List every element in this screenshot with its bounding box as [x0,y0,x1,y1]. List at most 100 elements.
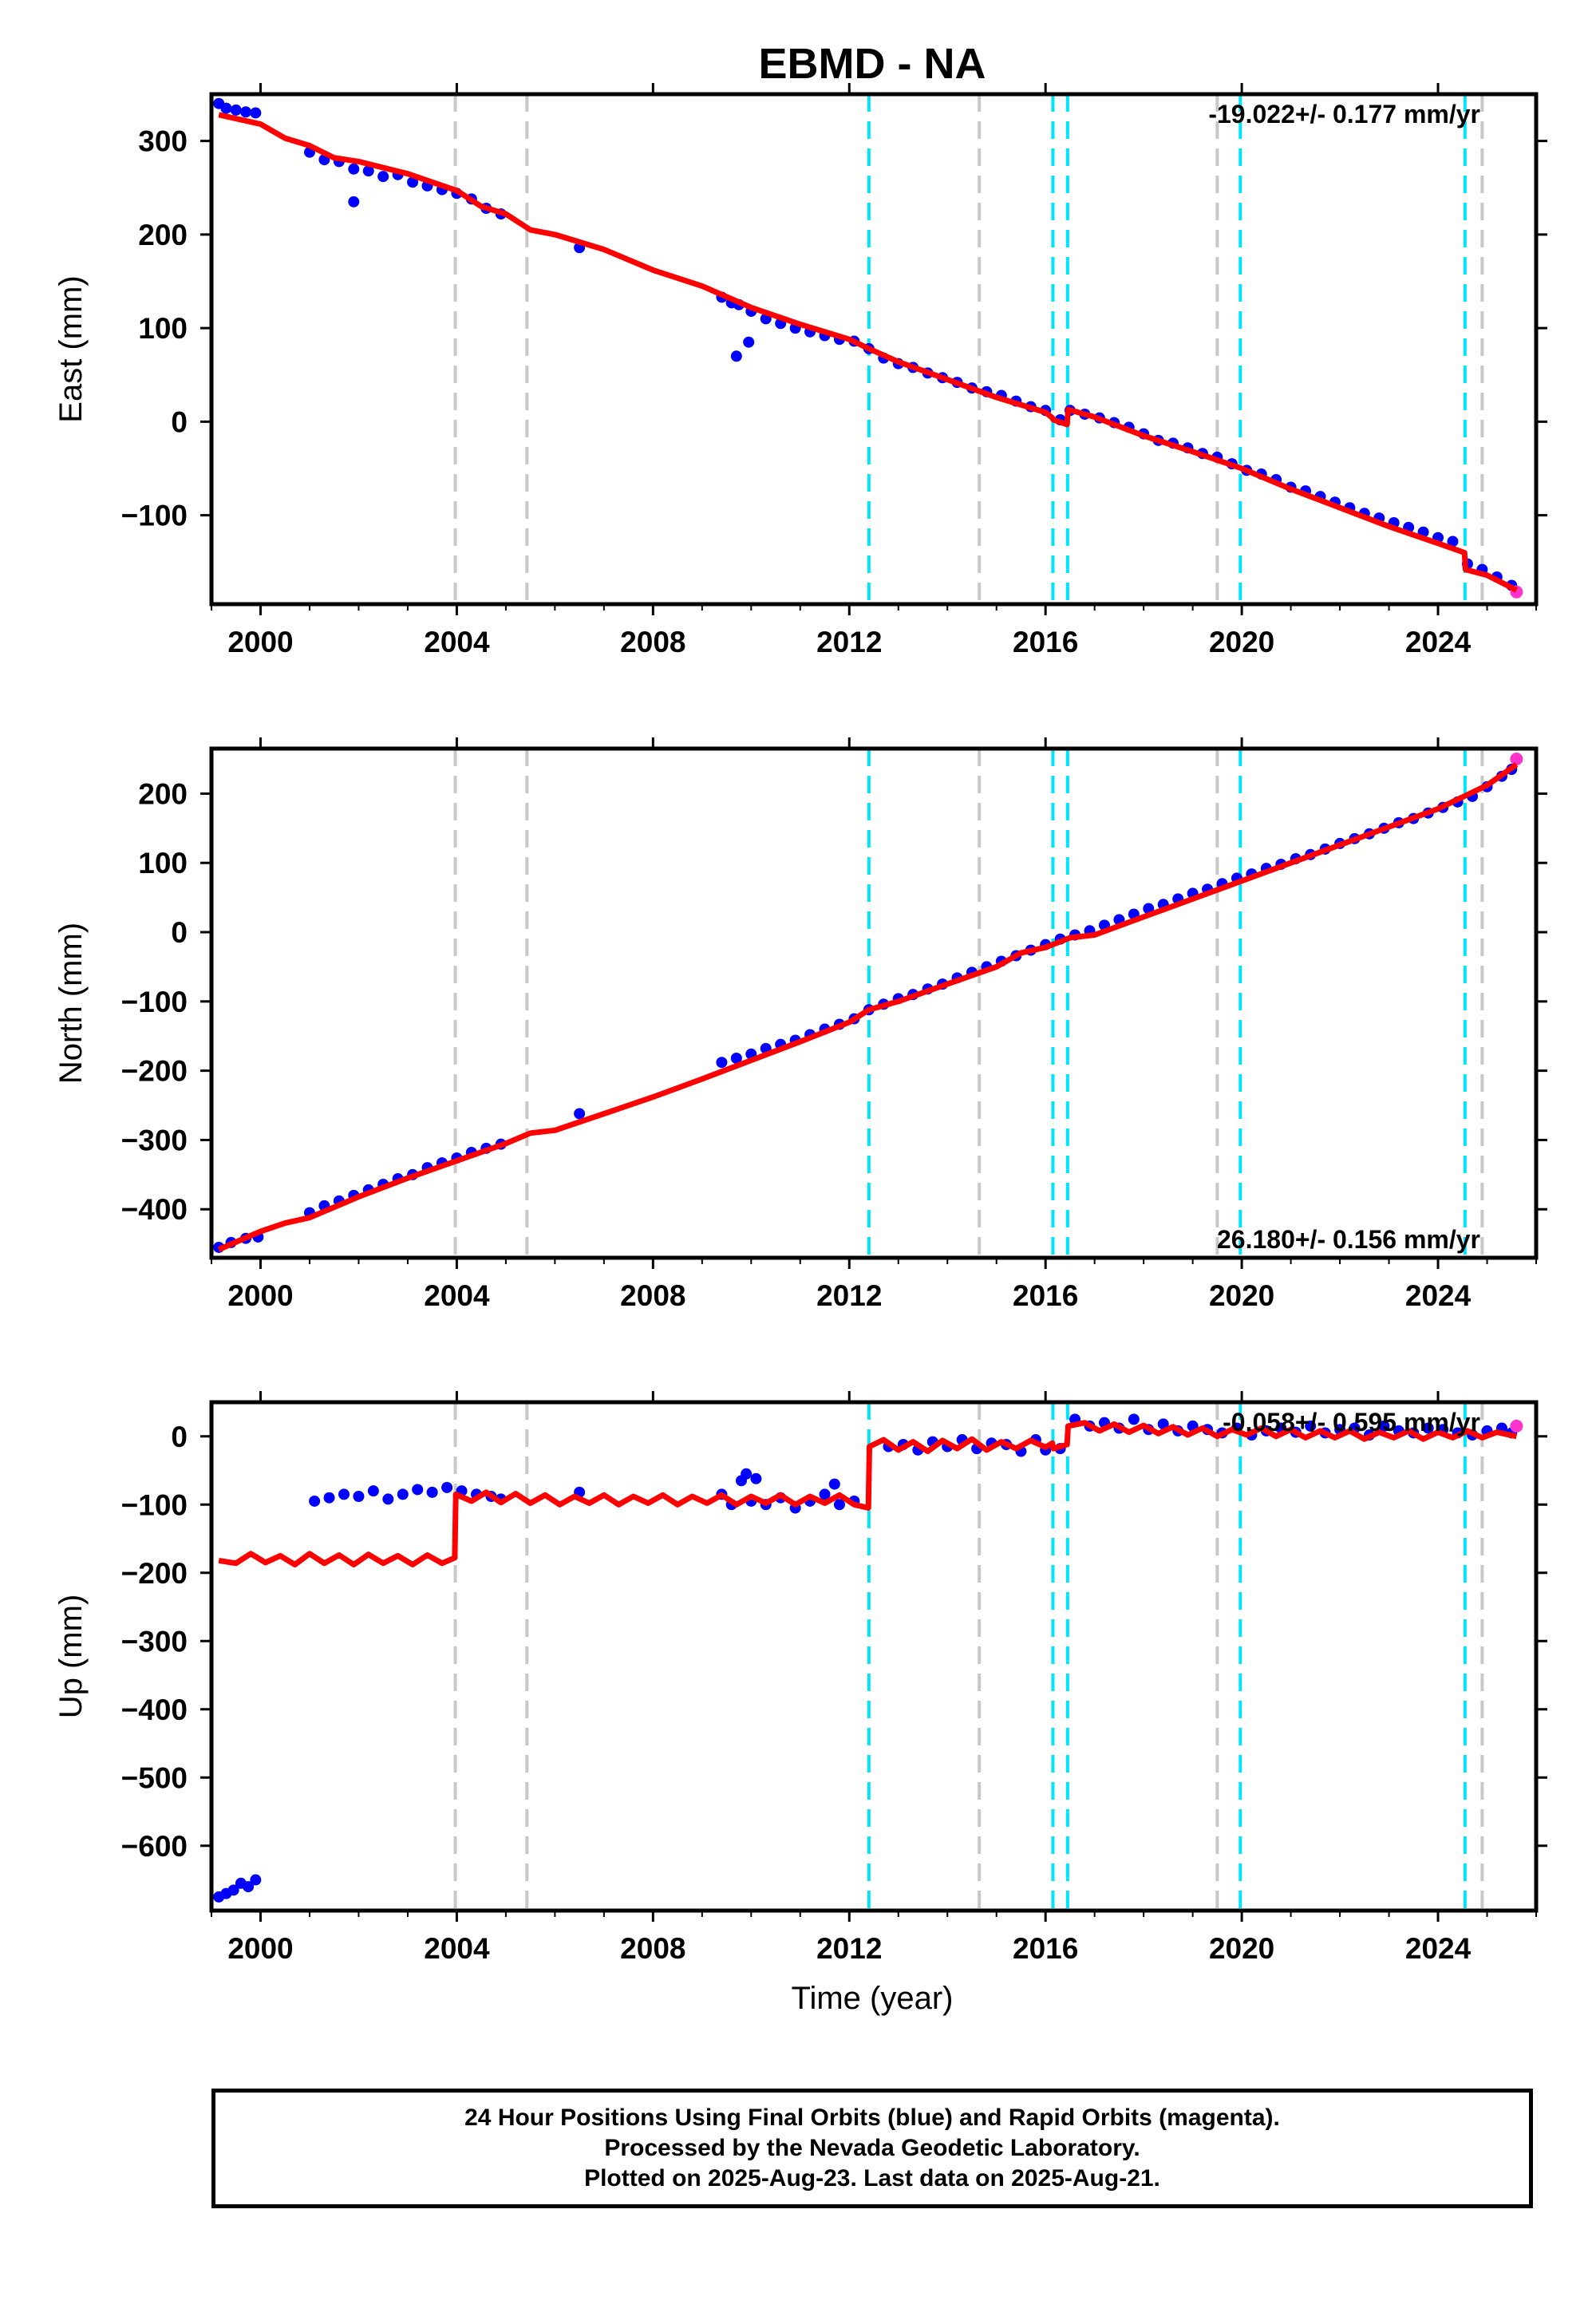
x-tick-label: 2016 [1013,1932,1078,1965]
final-orbit-point [743,336,755,348]
y-tick-label: −100 [121,500,188,532]
final-orbit-point [250,107,262,119]
x-axis-label: Time (year) [792,1981,954,2016]
x-tick-label: 2000 [227,1932,293,1965]
x-tick-label: 2000 [227,626,293,658]
y-tick-label: −300 [121,1625,188,1658]
x-tick-label: 2012 [816,626,882,658]
x-tick-label: 2016 [1013,1279,1078,1312]
x-tick-label: 2004 [424,1279,490,1312]
x-tick-label: 2008 [620,1279,685,1312]
final-orbit-point [730,1053,742,1065]
y-axis-label-east: East (mm) [53,275,89,422]
final-orbit-point [741,1468,753,1480]
y-tick-label: −100 [121,1488,188,1521]
x-tick-label: 2020 [1209,1932,1274,1965]
y-tick-label: −200 [121,1055,188,1088]
y-axis-label-north: North (mm) [53,923,89,1084]
final-orbit-point [716,1057,728,1069]
final-orbit-point [426,1486,438,1498]
y-tick-label: 100 [138,847,188,879]
y-tick-label: −400 [121,1694,188,1726]
final-orbit-point [240,106,252,118]
x-tick-label: 2000 [227,1279,293,1312]
final-orbit-point [750,1472,762,1484]
final-orbit-point [338,1488,350,1500]
final-orbit-point [382,1493,394,1505]
model-line [218,1420,1518,1567]
y-tick-label: 0 [171,916,188,949]
y-tick-label: 300 [138,125,188,158]
footer-caption-box: 24 Hour Positions Using Final Orbits (bl… [211,2089,1533,2208]
rapid-orbit-point [1510,753,1523,766]
y-tick-label: −100 [121,986,188,1018]
final-orbit-point [574,1108,586,1120]
panel-north: North (mm)2000 2004 2008 2012 2016 2020 202420… [53,737,1547,1312]
model-line [217,762,1519,1252]
y-tick-label: 200 [138,777,188,810]
x-tick-label: 2024 [1405,626,1472,658]
x-tick-label: 2024 [1405,1932,1472,1965]
panel-frame [209,92,1539,607]
x-tick-label: 2008 [620,626,685,658]
final-orbit-point [243,1881,255,1893]
final-orbit-point [362,165,374,177]
final-orbit-point [348,196,360,207]
final-orbit-point [412,1484,424,1496]
x-tick-label: 2012 [816,1932,882,1965]
panel-frame [209,1400,1539,1913]
y-tick-label: −500 [121,1761,188,1794]
model-line [218,112,1518,593]
y-tick-label: −400 [121,1193,188,1226]
y-tick-label: 200 [138,219,188,251]
final-orbit-point [348,163,360,175]
final-orbit-point [1378,1420,1390,1432]
panel-up: Up (mm) 2000 2004 2008 2012 2016 2020 2024 0 −100… [53,1391,1547,1965]
final-orbit-point [250,1874,262,1886]
y-tick-label: −300 [121,1124,188,1156]
final-orbit-point [230,104,242,116]
y-tick-label: −600 [121,1830,188,1863]
final-orbit-point [377,171,389,183]
final-orbit-point [1447,536,1459,547]
plot-area [213,1402,1523,1911]
y-tick-label: 0 [171,1421,188,1453]
x-tick-label: 2024 [1405,1279,1472,1312]
final-orbit-point [833,1499,845,1511]
panel-frame [209,746,1539,1260]
y-axis-label-up: Up (mm) [53,1595,89,1719]
final-orbit-point [323,1492,335,1504]
rate-annotation-north: 26.180+/- 0.156 mm/yr [1217,1225,1480,1254]
rapid-orbit-point [1510,1419,1523,1433]
final-orbit-point [828,1478,840,1490]
final-orbit-point [1422,1422,1434,1434]
x-tick-label: 2012 [816,1279,882,1312]
x-tick-label: 2008 [620,1932,685,1965]
final-orbit-point [1305,1420,1317,1432]
y-tick-label: 0 [171,405,188,438]
final-orbit-point [227,1884,239,1896]
final-orbit-point [819,1488,831,1500]
final-orbit-point [353,1490,365,1502]
panel-east: East (mm)2000 2004 2008 2012 2016 2020 2024300… [53,83,1547,658]
y-tick-label: 100 [138,312,188,345]
footer-line-3: Plotted on 2025-Aug-23. Last data on 202… [584,2165,1160,2192]
plot-area [213,94,1523,604]
x-tick-label: 2020 [1209,1279,1274,1312]
final-orbit-point [441,1481,453,1493]
x-tick-label: 2016 [1013,626,1078,658]
figure-title: EBMD - NA [759,40,986,88]
final-orbit-point [309,1495,321,1507]
footer-line-1: 24 Hour Positions Using Final Orbits (bl… [464,2105,1280,2131]
footer-line-2: Processed by the Nevada Geodetic Laborat… [604,2135,1140,2161]
x-tick-label: 2004 [424,626,490,658]
final-orbit-point [397,1488,409,1500]
final-orbit-point [730,350,742,362]
y-tick-label: −200 [121,1557,188,1590]
final-orbit-point [220,102,232,114]
final-orbit-point [1128,1413,1140,1425]
x-tick-label: 2020 [1209,626,1274,658]
rate-annotation-east: -19.022+/- 0.177 mm/yr [1208,100,1480,128]
plot-area [213,749,1523,1258]
